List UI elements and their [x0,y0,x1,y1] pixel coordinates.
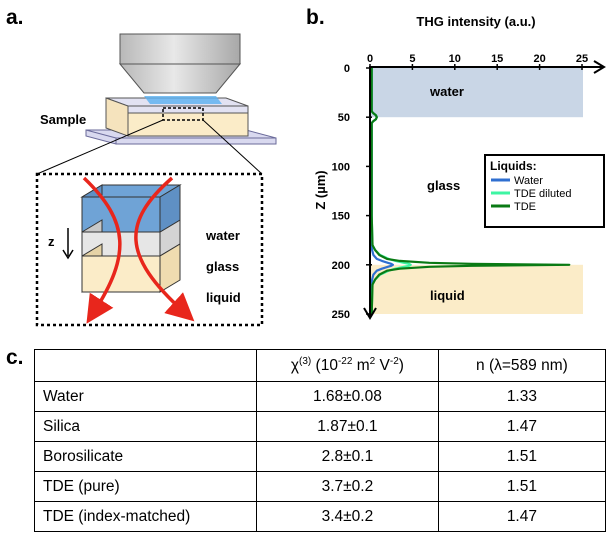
cell-material: TDE (pure) [33,471,258,502]
z-arrow-head [62,249,74,260]
layered-cube [80,184,182,293]
legend-title: Liquids: [490,159,537,173]
y-axis-arrowhead [363,307,377,320]
chart-title: THG intensity (a.u.) [416,14,535,29]
sample-block [105,96,249,137]
table-header-row: χ(3) (10-22 m2 V-2) n (λ=589 nm) [33,349,606,382]
x-axis-arrowhead [593,60,606,74]
panel-b-label: b. [306,6,325,29]
y-tick-label: 0 [344,63,350,75]
cell-material: Water [33,381,258,412]
region-label-water: water [429,84,464,99]
thg-depth-chart: THG intensity (a.u.) 0 5 10 15 20 25 0 50 100 15… [313,14,606,321]
sample-schematic: Sample z water glass liquid [35,33,277,327]
legend-box [484,154,605,228]
laser-beam-right [134,176,195,322]
layer-label-glass: glass [206,259,239,274]
region-water [371,68,583,118]
region-label-glass: glass [427,178,460,193]
optical-properties-table: χ(3) (10-22 m2 V-2) n (λ=589 nm) Water 1… [33,349,606,532]
region-labels: water glass liquid [427,84,465,303]
table-row: Water 1.68±0.08 1.33 [33,381,606,412]
legend-entry: TDE diluted [514,188,571,200]
x-tick-label: 5 [409,53,415,65]
cell-chi3: 3.4±0.2 [256,501,439,532]
y-tick-label: 100 [332,161,350,173]
series-lines [370,68,571,315]
cell-n: 1.47 [437,411,606,442]
panel-a-label: a. [6,6,24,29]
y-tick-label: 150 [332,211,350,223]
header-refractive-index: n (λ=589 nm) [437,349,606,382]
cell-material: Borosilicate [33,441,258,472]
cell-chi3: 2.8±0.1 [256,441,439,472]
y-axis-label: Z (µm) [313,170,328,209]
chart-axes [363,60,606,320]
x-tick-label: 15 [491,53,503,65]
laser-beam-left [82,176,122,324]
region-label-liquid: liquid [430,288,465,303]
cell-n: 1.51 [437,471,606,502]
layer-label-water: water [205,228,240,243]
table-row: Borosilicate 2.8±0.1 1.51 [33,441,606,472]
focus-region [162,107,204,121]
cell-chi3: 3.7±0.2 [256,471,439,502]
x-tick-label: 20 [533,53,545,65]
zoom-inset-frame [35,172,264,327]
objective-lens [118,33,242,94]
cell-n: 1.33 [437,381,606,412]
layer-label-liquid: liquid [206,290,241,305]
chart-regions [371,68,583,314]
x-tick-label: 25 [576,53,588,65]
cell-material: TDE (index-matched) [33,501,258,532]
legend-entry: Water [514,175,543,187]
table-row: TDE (index-matched) 3.4±0.2 1.47 [33,501,606,532]
y-tick-label: 200 [332,260,350,272]
cell-chi3: 1.87±0.1 [256,411,439,442]
sample-label: Sample [40,112,86,127]
cell-material: Silica [33,411,258,442]
x-tick-label: 10 [449,53,461,65]
cell-chi3: 1.68±0.08 [256,381,439,412]
y-axis-ticks: 0 50 100 150 200 250 [332,63,372,321]
region-liquid [371,264,583,314]
series-line-tde [370,68,571,315]
x-tick-label: 0 [367,53,373,65]
header-material [33,349,258,382]
panel-c-label: c. [6,346,24,369]
cell-n: 1.47 [437,501,606,532]
table-row: TDE (pure) 3.7±0.2 1.51 [33,471,606,502]
header-chi3: χ(3) (10-22 m2 V-2) [256,349,439,382]
table-row: Silica 1.87±0.1 1.47 [33,411,606,442]
y-tick-label: 250 [332,309,350,321]
cell-n: 1.51 [437,441,606,472]
y-tick-label: 50 [338,112,350,124]
z-axis-label: z [48,234,55,249]
legend-entry: TDE [514,201,536,213]
